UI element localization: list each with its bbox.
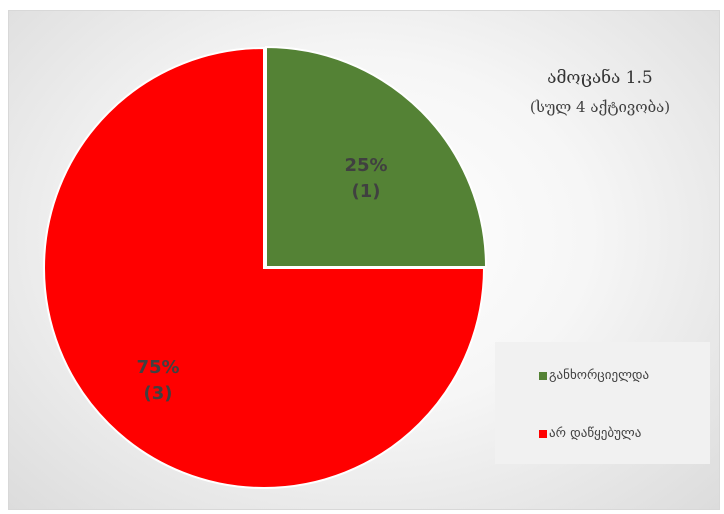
legend-swatch-not-started	[539, 429, 547, 438]
legend-swatch-completed	[539, 371, 547, 380]
legend-label-not-started: არ დაწყებულა	[549, 426, 642, 441]
pie-slice-completed	[265, 45, 488, 268]
slice-count-label-completed: (1)	[352, 181, 381, 202]
legend-item-not-started: არ დაწყებულა	[539, 426, 641, 441]
slice-percent-label-completed: 25%	[344, 155, 387, 176]
legend: განხორციელდა არ დაწყებულა	[495, 342, 710, 464]
legend-label-completed: განხორციელდა	[549, 368, 650, 383]
chart-title: ამოცანა 1.5	[547, 68, 653, 88]
legend-item-completed: განხორციელდა	[539, 368, 649, 383]
slice-count-label-not-started: (3)	[144, 383, 173, 404]
slice-percent-label-not-started: 75%	[136, 357, 179, 378]
pie-slice-not-started	[43, 46, 486, 489]
chart-subtitle: (სულ 4 აქტივობა)	[529, 98, 671, 116]
